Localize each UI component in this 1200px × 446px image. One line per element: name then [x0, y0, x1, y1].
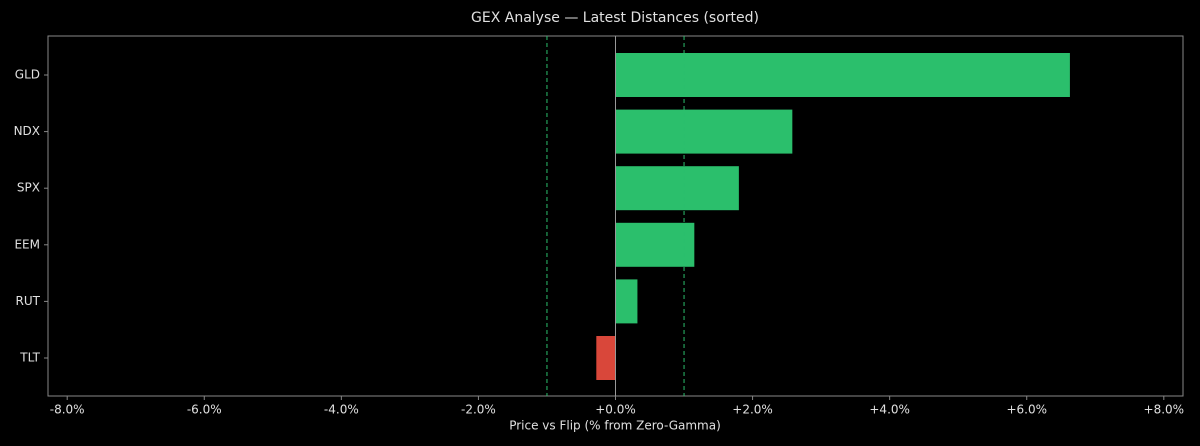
x-tick-label: +4.0% — [869, 403, 910, 417]
bar — [615, 109, 793, 154]
y-tick-label: NDX — [14, 124, 40, 138]
x-tick-label: +2.0% — [732, 403, 773, 417]
bar — [615, 279, 638, 324]
x-tick-label: +0.0% — [595, 403, 636, 417]
x-tick-label: +8.0% — [1144, 403, 1185, 417]
y-tick-label: RUT — [16, 294, 41, 308]
y-tick-label: EEM — [14, 237, 40, 251]
chart-title: GEX Analyse — Latest Distances (sorted) — [471, 10, 759, 26]
x-tick-label: -4.0% — [324, 403, 359, 417]
bar — [615, 222, 695, 267]
bar — [615, 166, 739, 211]
y-tick-label: TLT — [19, 351, 40, 365]
bar — [615, 53, 1070, 97]
x-tick-label: -8.0% — [50, 403, 85, 417]
x-tick-label: +6.0% — [1006, 403, 1047, 417]
x-tick-label: -6.0% — [187, 403, 222, 417]
bar — [596, 336, 616, 380]
y-tick-label: SPX — [17, 181, 40, 195]
x-axis-label: Price vs Flip (% from Zero-Gamma) — [509, 419, 721, 433]
x-tick-label: -2.0% — [461, 403, 496, 417]
y-tick-label: GLD — [15, 68, 40, 82]
